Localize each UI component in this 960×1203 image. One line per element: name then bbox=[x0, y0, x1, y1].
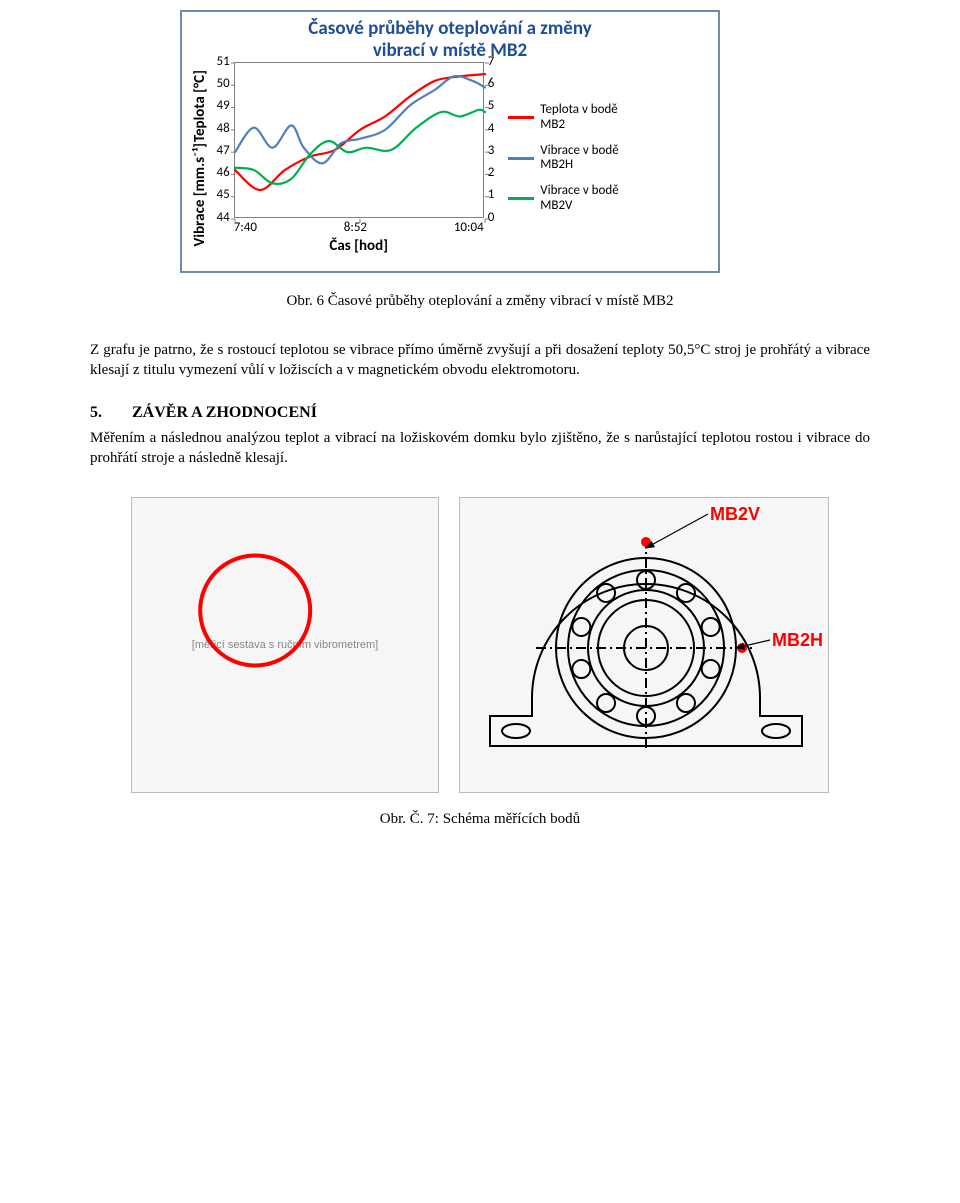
y-axis-label-right: Vibrace [mm.s⁻¹] bbox=[192, 143, 209, 246]
paragraph-after-chart: Z grafu je patrno, že s rostoucí teploto… bbox=[90, 340, 870, 381]
chart-legend: Teplota v boděMB2 Vibrace v boděMB2H Vibra… bbox=[498, 62, 618, 255]
chart-title-line2: vibrací v místě MB2 bbox=[373, 39, 527, 62]
y-axis-label-left: Teplota [°C] bbox=[192, 70, 209, 142]
figure-7-caption: Obr. Č. 7: Schéma měřících bodů bbox=[90, 811, 870, 828]
x-ticks: 7:408:5210:04 bbox=[234, 220, 484, 235]
figure-7-row: [měřicí sestava s ručním vibrometrem] MB… bbox=[90, 497, 870, 793]
legend-swatch bbox=[508, 116, 534, 119]
section-5-heading: 5. ZÁVĚR A ZHODNOCENÍ bbox=[90, 404, 870, 422]
legend-label: Teplota v boděMB2 bbox=[540, 103, 617, 132]
chart-caption: Obr. 6 Časové průběhy oteplování a změny… bbox=[90, 293, 870, 310]
y-axis-labels: Teplota [°C] Vibrace [mm.s⁻¹] bbox=[192, 62, 213, 255]
figure-7-photo: [měřicí sestava s ručním vibrometrem] bbox=[131, 497, 439, 793]
legend-label: Vibrace v boděMB2H bbox=[540, 144, 618, 173]
section-5-number: 5. bbox=[90, 404, 128, 422]
legend-item: Teplota v boděMB2 bbox=[508, 103, 618, 132]
section-5-title: ZÁVĚR A ZHODNOCENÍ bbox=[132, 404, 317, 421]
x-axis-label: Čas [hod] bbox=[234, 237, 484, 255]
y-ticks-left: 5150494847464544 bbox=[213, 62, 234, 218]
legend-item: Vibrace v boděMB2V bbox=[508, 184, 618, 213]
legend-label: Vibrace v boděMB2V bbox=[540, 184, 618, 213]
svg-text:MB2V: MB2V bbox=[710, 504, 760, 524]
section-5-paragraph: Měřením a následnou analýzou teplot a vi… bbox=[90, 428, 870, 469]
legend-swatch bbox=[508, 157, 534, 160]
legend-item: Vibrace v boděMB2H bbox=[508, 144, 618, 173]
svg-text:MB2H: MB2H bbox=[772, 630, 823, 650]
figure-7-schematic: MB2V MB2H bbox=[459, 497, 829, 793]
chart-title-line1: Časové průběhy oteplování a změny bbox=[308, 17, 591, 40]
chart-title: Časové průběhy oteplování a změny vibrac… bbox=[192, 18, 708, 62]
chart-container: Časové průběhy oteplování a změny vibrac… bbox=[180, 10, 720, 273]
plot-area bbox=[234, 62, 484, 218]
legend-swatch bbox=[508, 197, 534, 200]
